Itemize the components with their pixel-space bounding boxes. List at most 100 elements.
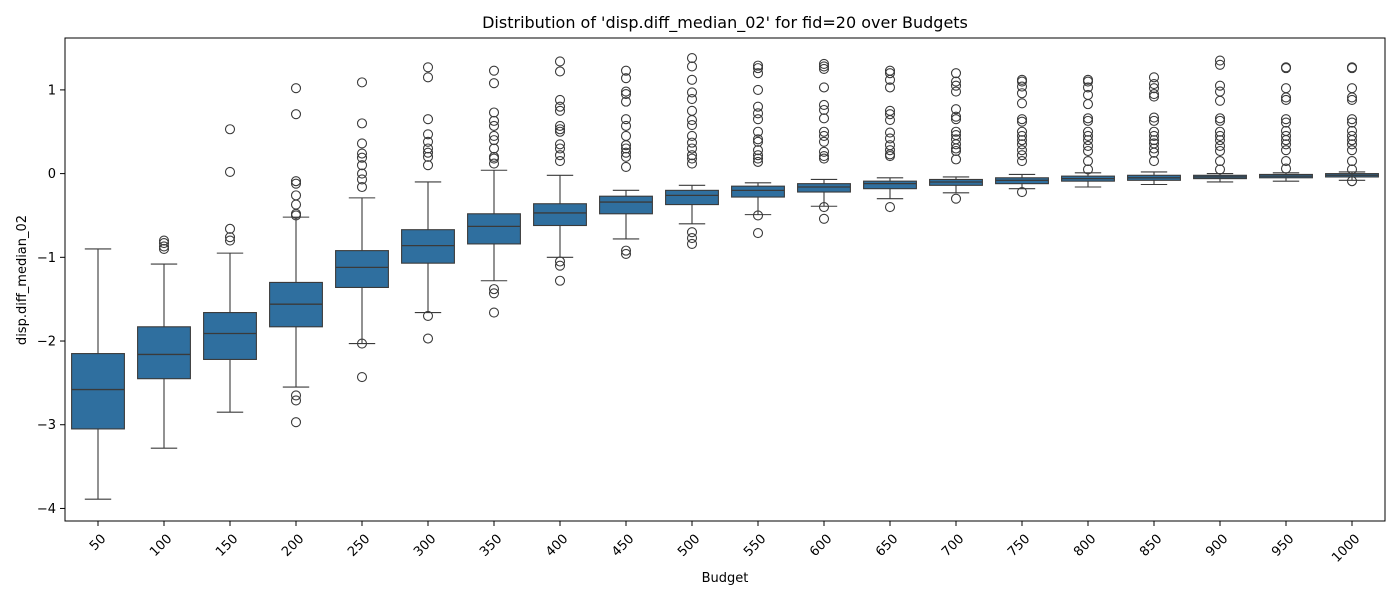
outlier-point — [1280, 130, 1292, 141]
outlier-point — [620, 245, 632, 256]
outlier-point — [818, 146, 830, 157]
outlier-point — [686, 238, 698, 249]
outlier-point — [686, 114, 698, 126]
outlier-point — [686, 130, 698, 141]
outlier-point — [422, 129, 434, 140]
outlier-point — [1346, 94, 1358, 105]
outlier-point — [818, 61, 830, 72]
outlier-point — [1082, 135, 1094, 146]
outlier-point — [422, 151, 434, 162]
outlier-point — [1016, 139, 1028, 150]
outlier-point — [422, 114, 434, 125]
outlier-point — [884, 68, 896, 79]
outlier-point — [1148, 126, 1160, 137]
outlier-point — [554, 139, 566, 150]
outlier-point — [422, 160, 434, 171]
outlier-point — [290, 83, 302, 94]
outlier-point — [1148, 135, 1160, 146]
outlier-point — [290, 178, 302, 189]
outlier-point — [620, 161, 632, 172]
outlier-point — [1280, 145, 1292, 156]
outlier-point — [620, 89, 632, 100]
outlier-point — [488, 284, 500, 295]
outlier-point — [950, 68, 962, 79]
outlier-point — [488, 135, 500, 146]
outlier-point — [752, 108, 764, 119]
outlier-point — [686, 61, 698, 72]
outlier-point — [554, 56, 566, 67]
outlier-point — [1214, 55, 1226, 66]
outlier-point — [1148, 130, 1160, 141]
x-tick-label: 100 — [147, 532, 175, 560]
x-tick-label: 150 — [213, 532, 241, 560]
outlier-point — [1280, 139, 1292, 150]
outlier-point — [356, 371, 368, 383]
outlier-point — [1346, 164, 1358, 175]
outlier-point — [818, 130, 830, 141]
outlier-point — [1082, 99, 1094, 110]
x-tick-label: 250 — [345, 532, 373, 560]
outlier-point — [818, 150, 830, 162]
outlier-point — [554, 150, 566, 161]
outlier-point — [488, 65, 500, 76]
outlier-point — [488, 153, 500, 164]
outlier-point — [884, 202, 896, 213]
x-tick-label: 550 — [741, 532, 769, 560]
outlier-point — [488, 120, 500, 131]
outlier-point — [686, 137, 698, 148]
outlier-point — [752, 153, 764, 164]
box-iqr — [203, 312, 257, 360]
outlier-point — [1082, 82, 1094, 93]
outlier-point — [752, 134, 764, 145]
outlier-point — [686, 74, 698, 85]
outlier-point — [752, 156, 764, 167]
x-tick-label: 500 — [675, 532, 703, 560]
outlier-point — [158, 235, 170, 246]
outlier-point — [356, 148, 368, 159]
outlier-point — [686, 143, 698, 154]
outlier-point — [422, 147, 434, 158]
outlier-point — [290, 176, 302, 187]
x-tick-label: 650 — [873, 532, 901, 560]
outlier-point — [1214, 95, 1226, 106]
outlier-point — [1082, 113, 1094, 124]
outlier-point — [224, 223, 236, 234]
outlier-point — [290, 210, 302, 221]
outlier-point — [950, 104, 962, 115]
outlier-point — [1148, 89, 1160, 100]
outlier-point — [950, 193, 962, 204]
outlier-point — [950, 86, 962, 97]
outlier-point — [1346, 135, 1358, 146]
outlier-point — [818, 213, 830, 224]
outlier-point — [1016, 114, 1028, 125]
outlier-point — [884, 109, 896, 120]
x-tick-label: 900 — [1203, 532, 1231, 560]
outlier-point — [686, 105, 698, 116]
y-tick-label: 1 — [48, 83, 56, 98]
outlier-point — [1346, 114, 1358, 125]
x-tick-label: 400 — [543, 532, 571, 560]
x-axis-label: Budget — [702, 571, 749, 586]
outlier-point — [488, 78, 500, 89]
outlier-point — [356, 138, 368, 149]
outlier-point — [884, 82, 896, 93]
outlier-point — [1082, 126, 1094, 137]
outlier-point — [1214, 164, 1226, 175]
outlier-point — [356, 181, 368, 193]
outlier-point — [818, 82, 830, 93]
outlier-point — [1016, 81, 1028, 92]
outlier-point — [488, 143, 500, 154]
box-iqr — [863, 180, 917, 190]
x-tick-label: 450 — [609, 532, 637, 560]
outlier-point — [1280, 117, 1292, 128]
outlier-point — [1016, 116, 1028, 127]
outlier-point — [1016, 76, 1028, 87]
outlier-point — [554, 156, 566, 167]
outlier-point — [752, 136, 764, 147]
outlier-point — [1346, 156, 1358, 167]
outlier-point — [752, 68, 764, 79]
outlier-point — [158, 241, 170, 252]
outlier-point — [818, 126, 830, 137]
outlier-point — [158, 238, 170, 249]
